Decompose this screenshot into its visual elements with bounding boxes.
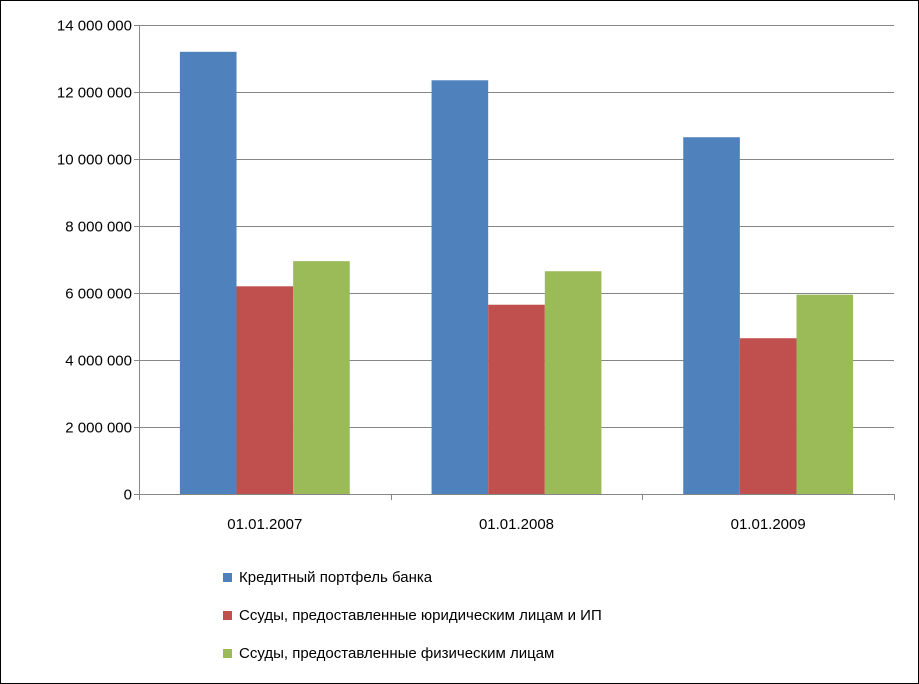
x-tick-label-1: 01.01.2008 <box>479 516 554 533</box>
y-tick-label-4: 8 000 000 <box>65 219 132 236</box>
bar-0-2 <box>683 137 740 494</box>
y-tick-label-3: 6 000 000 <box>65 286 132 303</box>
legend-item-0: Кредитный портфель банка <box>223 567 602 587</box>
y-tick-label-6: 12 000 000 <box>57 85 132 102</box>
bar-0-0 <box>179 51 237 495</box>
x-tick-label-2: 01.01.2009 <box>731 516 806 533</box>
bar-1-1 <box>488 304 545 494</box>
bar-1-2 <box>739 338 797 494</box>
legend-item-2: Ссуды, предоставленные физическим лицам <box>223 643 602 663</box>
legend-label-2: Ссуды, предоставленные физическим лицам <box>239 644 555 662</box>
legend-swatch-1 <box>223 610 232 620</box>
bar-1-0 <box>236 286 294 494</box>
legend-label-1: Ссуды, предоставленные юридическим лицам… <box>239 606 602 624</box>
y-tick-label-2: 4 000 000 <box>65 353 132 370</box>
legend-label-0: Кредитный портфель банка <box>239 568 433 586</box>
legend: Кредитный портфель банка Ссуды, предоста… <box>223 567 602 681</box>
legend-item-1: Ссуды, предоставленные юридическим лицам… <box>223 605 602 625</box>
y-tick-label-7: 14 000 000 <box>57 18 132 35</box>
x-tick-label-0: 01.01.2007 <box>227 516 302 533</box>
legend-swatch-2 <box>223 648 232 658</box>
y-tick-label-1: 2 000 000 <box>65 420 132 437</box>
bar-2-0 <box>293 261 350 494</box>
bar-2-2 <box>796 294 854 494</box>
y-tick-label-0: 0 <box>124 487 132 504</box>
bar-0-1 <box>431 80 489 495</box>
legend-swatch-0 <box>223 572 232 582</box>
y-tick-label-5: 10 000 000 <box>57 152 132 169</box>
bar-2-1 <box>544 271 602 494</box>
